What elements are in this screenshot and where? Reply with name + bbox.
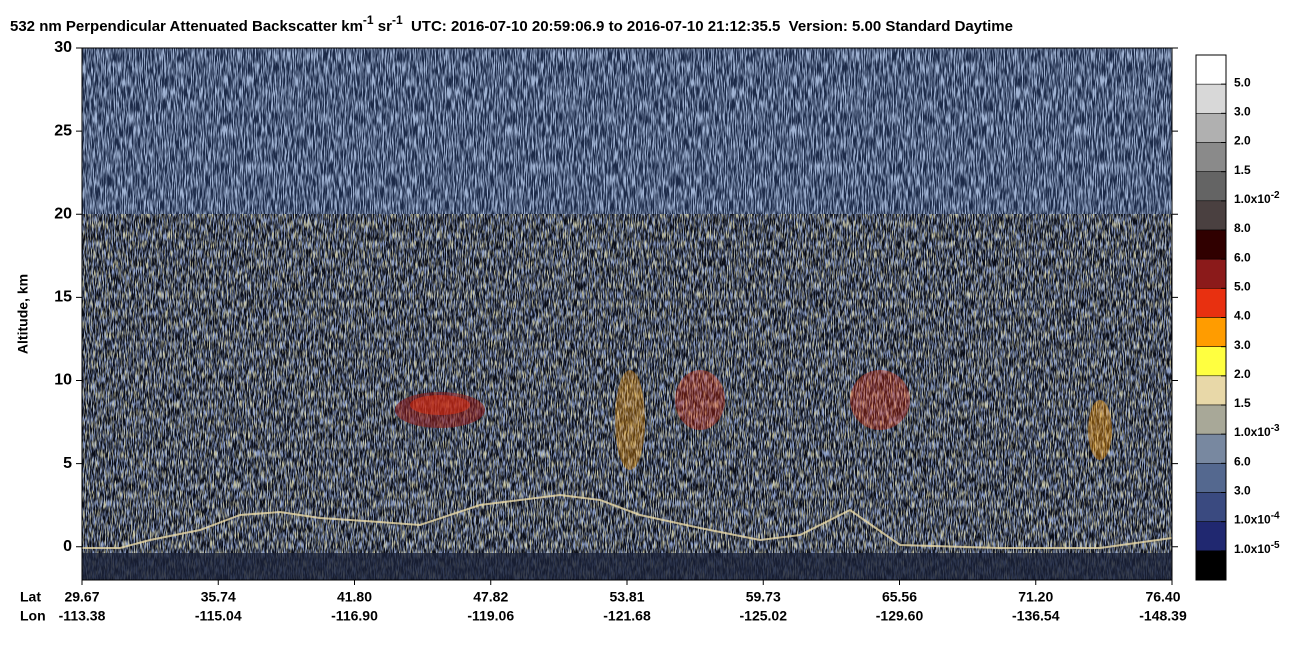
- x-lat-label: 65.56: [882, 589, 917, 605]
- y-tick-label: 5: [63, 455, 72, 472]
- x-lat-label: 59.73: [746, 589, 781, 605]
- cloud-feature: [850, 370, 910, 430]
- y-axis-label: Altitude, km: [15, 274, 31, 354]
- colorbar-label: 1.5: [1234, 396, 1251, 410]
- colorbar-label-exp: -3: [1271, 423, 1280, 434]
- colorbar-label: 5.0: [1234, 75, 1251, 89]
- colorbar-cell: [1195, 229, 1227, 260]
- title-sup: -1: [392, 13, 403, 27]
- colorbar-cell: [1195, 521, 1227, 552]
- colorbar-cell: [1195, 83, 1227, 114]
- colorbar-cell: [1195, 463, 1227, 493]
- colorbar-label: 3.0: [1234, 484, 1251, 498]
- subsurface: [82, 553, 1172, 580]
- x-lon-label: -113.38: [59, 608, 106, 624]
- x-lon-label: -148.39: [1139, 608, 1187, 624]
- colorbar-cell: [1195, 550, 1227, 581]
- colorbar-cell: [1195, 404, 1227, 435]
- y-tick-label: 0: [63, 538, 72, 555]
- colorbar-label-base: 1.0x10: [1234, 513, 1271, 527]
- colorbar-label: 2.0: [1234, 367, 1251, 381]
- colorbar-label-base: 1.0x10: [1234, 192, 1271, 206]
- y-tick-label: 30: [54, 39, 72, 56]
- colorbar-label-exp: -2: [1271, 189, 1280, 200]
- y-tick-label: 20: [54, 205, 72, 222]
- title-sup: -1: [363, 13, 374, 27]
- x-lat-label: 41.80: [337, 589, 372, 605]
- y-tick-label: 15: [54, 289, 72, 306]
- colorbar-cell: [1195, 142, 1227, 172]
- y-tick-label: 25: [54, 122, 72, 139]
- colorbar-cell: [1195, 54, 1227, 85]
- colorbar-label: 6.0: [1234, 455, 1251, 469]
- colorbar-label: 1.0x10-5: [1234, 539, 1280, 556]
- colorbar-label: 1.0x10-3: [1234, 423, 1280, 440]
- colorbar-label: 3.0: [1234, 105, 1251, 119]
- colorbar-label: 6.0: [1234, 250, 1251, 264]
- colorbar-cell: [1195, 258, 1227, 289]
- colorbar-cell: [1195, 171, 1227, 202]
- colorbar-cell: [1195, 433, 1227, 464]
- title-text: sr: [374, 18, 393, 35]
- cloud-feature: [1088, 400, 1112, 460]
- x-lon-label: -115.04: [195, 608, 242, 624]
- x-lat-label: 53.81: [609, 589, 644, 605]
- x-lat-label: 76.40: [1145, 589, 1180, 605]
- x-lon-label: -129.60: [876, 608, 924, 624]
- surface-return: [82, 493, 1173, 549]
- cloud-feature: [410, 395, 470, 415]
- x-row-label: Lat: [20, 589, 41, 605]
- cloud-feature: [615, 370, 645, 470]
- colorbar-cell: [1195, 200, 1227, 231]
- colorbar-cell: [1195, 375, 1227, 406]
- chart-title: 532 nm Perpendicular Attenuated Backscat…: [10, 13, 1013, 35]
- x-lon-label: -125.02: [740, 608, 788, 624]
- x-lat-label: 35.74: [201, 589, 236, 605]
- colorbar-cell: [1195, 317, 1227, 347]
- colorbar-label: 1.5: [1234, 163, 1251, 177]
- heatmap-area: [81, 47, 1173, 581]
- colorbar-cell: [1195, 346, 1227, 377]
- x-row-label: Lon: [20, 608, 46, 624]
- x-lat-label: 47.82: [473, 589, 508, 605]
- x-lat-label: 29.67: [64, 589, 99, 605]
- title-text: 532 nm Perpendicular Attenuated Backscat…: [10, 18, 363, 35]
- x-lon-label: -121.68: [603, 608, 651, 624]
- x-lon-label: -119.06: [467, 608, 514, 624]
- colorbar-label: 1.0x10-4: [1234, 510, 1280, 527]
- colorbar-cell: [1195, 288, 1227, 318]
- colorbar-label: 1.0x10-2: [1234, 189, 1280, 206]
- colorbar-label: 4.0: [1234, 309, 1251, 323]
- x-lon-label: -136.54: [1012, 608, 1060, 624]
- upper-noise: [82, 48, 1172, 214]
- colorbar-label-base: 1.0x10: [1234, 425, 1271, 439]
- colorbar-label: 2.0: [1234, 134, 1251, 148]
- colorbar-label-base: 1.0x10: [1234, 542, 1271, 556]
- colorbar-label-exp: -5: [1271, 539, 1280, 550]
- colorbar-cell: [1195, 113, 1227, 143]
- title-text: UTC: 2016-07-10 20:59:06.9 to 2016-07-10…: [403, 18, 1013, 35]
- x-lon-label: -116.90: [331, 608, 378, 624]
- cloud-feature: [675, 370, 725, 430]
- colorbar-label-exp: -4: [1271, 510, 1280, 521]
- lower-noise-yellow: [82, 214, 1172, 580]
- colorbar-label: 3.0: [1234, 338, 1251, 352]
- colorbar-label: 5.0: [1234, 280, 1251, 294]
- colorbar-label: 8.0: [1234, 221, 1251, 235]
- y-tick-label: 10: [54, 372, 72, 389]
- colorbar-cell: [1195, 492, 1227, 522]
- x-lat-label: 71.20: [1018, 589, 1053, 605]
